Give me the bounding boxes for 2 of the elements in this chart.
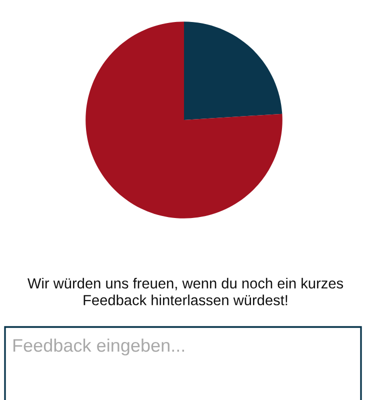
text: Feedback eingeben...: [13, 338, 184, 356]
text: Wir würden uns freuen, wenn du noch ein kurzes Feedback hinterlassen würdest!: [28, 278, 344, 306]
